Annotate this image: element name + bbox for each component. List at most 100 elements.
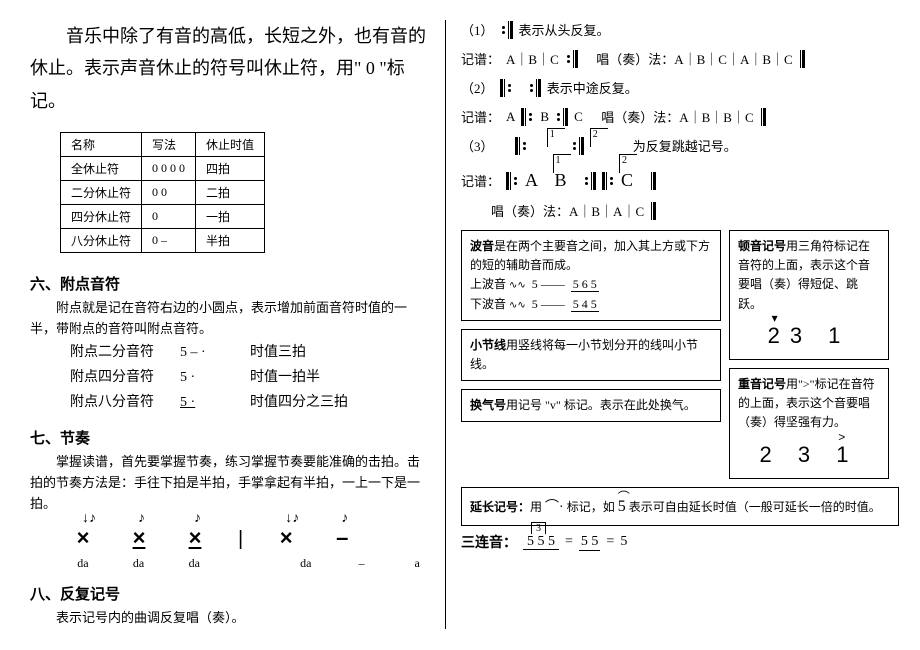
syl: da: [70, 556, 96, 571]
cell: 八分休止符: [61, 229, 142, 253]
dn: 附点四分音符: [70, 365, 180, 390]
end-bar-icon: [650, 202, 656, 220]
section7-body: 掌握读谱，首先要掌握节奏，练习掌握节奏要能准确的击拍。击拍的节奏方法是：手往下拍…: [30, 452, 430, 514]
ex: 5 5: [579, 534, 601, 551]
desc: 为反复跳越记号。: [633, 136, 737, 155]
note: ♪–: [329, 525, 355, 551]
mordent-down-icon: ∿∿: [509, 300, 526, 311]
staccato-box: 顿音记号用三角符标记在音符的上面，表示这个音要唱（奏）得短促、跳跃。 2▾3 1: [729, 230, 889, 360]
left-column: 音乐中除了有音的高低，长短之外，也有音的休止。表示声音休止的符号叫休止符，用" …: [30, 20, 446, 629]
staccato-ex: 2▾3 1: [738, 318, 880, 353]
syl: –: [349, 556, 375, 571]
def-body: 是在两个主要音之间，加入其上方或下方的短的辅助音而成。: [470, 239, 710, 272]
method: 唱（奏）法：A｜B｜C｜A｜B｜C: [596, 49, 792, 68]
repeat-start-icon: [602, 172, 615, 190]
syl: [237, 556, 263, 571]
seq: A｜B｜C: [506, 49, 559, 68]
cell: 二拍: [196, 181, 265, 205]
repeat-start-icon: [506, 172, 519, 190]
note: ↓♪×: [70, 525, 96, 551]
def-title: 延长记号：: [470, 500, 530, 514]
score-3: 记谱： A 1B 2C: [461, 170, 899, 191]
label: （2）: [461, 78, 494, 97]
staccato-icon: ▾: [772, 309, 788, 328]
cell: 四分休止符: [61, 205, 142, 229]
volta-2-icon: 2: [590, 128, 608, 147]
th-dur: 休止时值: [196, 133, 265, 157]
def-title: 小节线: [470, 338, 506, 352]
method: 唱（奏）法：A｜B｜B｜C: [601, 107, 753, 126]
cell: 一拍: [196, 205, 265, 229]
flag-icon: ♪: [341, 509, 348, 525]
ex: 5 4 5: [571, 297, 599, 312]
fermata-icon: ⌒: [618, 488, 630, 507]
repeat-end-icon: [500, 21, 513, 39]
pre: 记谱：: [461, 171, 500, 190]
repeat-start-icon: [515, 137, 528, 155]
dd: 时值一拍半: [250, 365, 370, 390]
fermata-icon: ⌒·: [545, 500, 564, 515]
label: （1）: [461, 20, 494, 39]
dotted-list: 附点二分音符5 – ·时值三拍 附点四分音符5 ·时值一拍半 附点八分音符5 ·…: [70, 340, 430, 416]
syl: da: [181, 556, 207, 571]
th-name: 名称: [61, 133, 142, 157]
end-bar-icon: [799, 50, 805, 68]
seq: A: [525, 170, 538, 191]
section7-title: 七、节奏: [30, 427, 430, 448]
note: ♪×: [126, 525, 152, 551]
dd: 时值三拍: [250, 340, 370, 365]
syl: da: [126, 556, 152, 571]
def-body: 用记号 "v" 标记。表示在此处换气。: [506, 398, 696, 412]
section8-title: 八、反复记号: [30, 583, 430, 604]
ds: 5 – ·: [180, 340, 250, 365]
cell: 0 0 0 0: [142, 157, 196, 181]
th-write: 写法: [142, 133, 196, 157]
mordent-up-icon: ∿∿: [509, 280, 526, 291]
section6-title: 六、附点音符: [30, 273, 430, 294]
label: 上波音: [470, 277, 506, 291]
seq: C: [574, 109, 583, 125]
volta-1-icon: 1: [547, 128, 565, 147]
flag-icon: ♪: [138, 509, 145, 525]
seq: B: [540, 109, 549, 125]
repeat-2: （2） 表示中途反复。: [461, 78, 899, 97]
method-3: 唱（奏）法：A｜B｜A｜C: [491, 201, 899, 220]
ex: 5: [620, 534, 627, 550]
triplet-bracket-icon: 3: [531, 522, 546, 534]
rhythm-row: ↓♪× ♪× ♪× | ↓♪× ♪–: [70, 525, 430, 551]
volta-1-icon: 1: [553, 154, 571, 173]
flag-icon: ♪: [194, 509, 201, 525]
seq: B: [555, 170, 567, 190]
section8-body: 表示记号内的曲调反复唱（奏）。: [30, 608, 430, 629]
cell: 0 0: [142, 181, 196, 205]
syl: da: [293, 556, 319, 571]
repeat-1: （1） 表示从头反复。: [461, 20, 899, 39]
triplet-ex: 35 5 5: [523, 534, 559, 550]
dn: 附点二分音符: [70, 340, 180, 365]
breath-box: 换气号用记号 "v" 标记。表示在此处换气。: [461, 389, 721, 422]
desc: 表示中途反复。: [547, 78, 638, 97]
barline: |: [238, 528, 243, 551]
repeat-3: （3） 1 2 为反复跳越记号。: [461, 136, 899, 155]
label: （3）: [461, 136, 494, 155]
note: ♪×: [182, 525, 208, 551]
right-column: （1） 表示从头反复。 记谱： A｜B｜C 唱（奏）法：A｜B｜C｜A｜B｜C …: [446, 20, 899, 629]
section6-body: 附点就是记在音符右边的小圆点，表示增加前面音符时值的一半，带附点的音符叫附点音符…: [30, 298, 430, 340]
def-title: 波音: [470, 239, 494, 253]
def-title: 重音记号: [738, 377, 786, 391]
cell: 四拍: [196, 157, 265, 181]
def-title: 换气号: [470, 398, 506, 412]
cell: 0: [142, 205, 196, 229]
flag-icon: ↓♪: [285, 509, 299, 525]
end-bar-icon: [760, 108, 766, 126]
mordent-box: 波音是在两个主要音之间，加入其上方或下方的短的辅助音而成。 上波音 ∿∿ 5 —…: [461, 230, 721, 321]
ds: 5 ·: [180, 365, 250, 390]
syl: a: [404, 556, 430, 571]
repeat-end-icon: [583, 172, 596, 190]
cell: 全休止符: [61, 157, 142, 181]
method: 唱（奏）法：A｜B｜A｜C: [491, 201, 644, 220]
pre: 记谱：: [461, 107, 500, 126]
accent-ex: 2 3 1>: [738, 437, 880, 472]
score-2: 记谱： A B C 唱（奏）法：A｜B｜B｜C: [461, 107, 899, 126]
def-title: 三连音：: [461, 532, 517, 552]
